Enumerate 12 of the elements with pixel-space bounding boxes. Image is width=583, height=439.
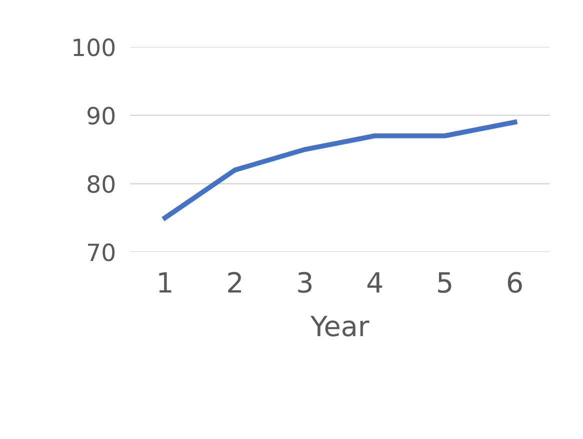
x-tick-label: 2 xyxy=(228,272,242,293)
y-tick-label: 70 xyxy=(88,243,115,262)
x-tick-label: 3 xyxy=(298,272,312,293)
line-series xyxy=(162,120,518,220)
y-tick-label: 100 xyxy=(74,38,115,56)
x-tick-label: 6 xyxy=(508,272,522,293)
x-tick-label: 1 xyxy=(159,272,172,293)
x-axis-title: Year xyxy=(310,316,370,336)
y-tick-label: 90 xyxy=(88,106,115,125)
x-tick-label: 5 xyxy=(438,272,452,293)
y-tick-label: 80 xyxy=(88,175,115,193)
x-tick-label: 4 xyxy=(367,272,382,293)
